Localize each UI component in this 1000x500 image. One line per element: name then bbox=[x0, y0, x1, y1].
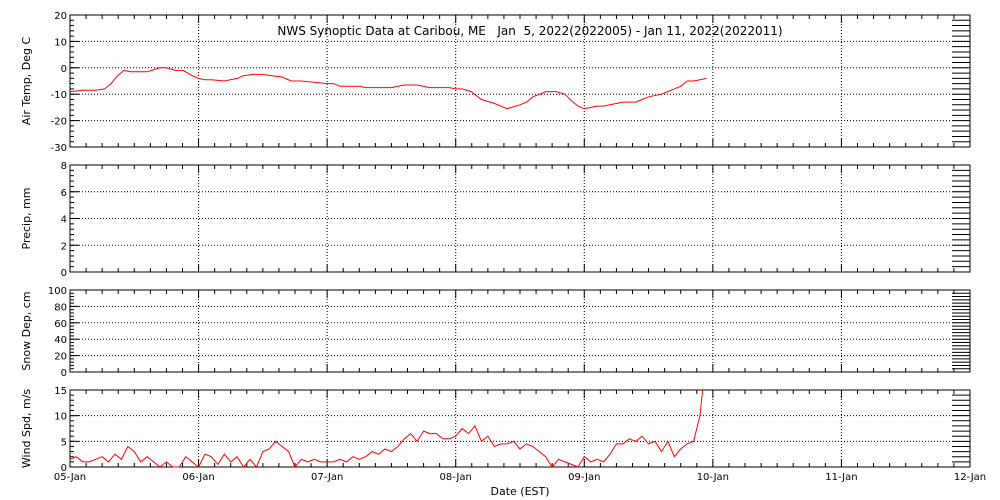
x-tick-label: 10-Jan bbox=[697, 472, 729, 483]
y-tick-label: 6 bbox=[61, 188, 67, 199]
y-axis-label: Precip, mm bbox=[20, 188, 33, 250]
y-tick-label: 15 bbox=[54, 386, 67, 397]
y-tick-label: -30 bbox=[51, 143, 67, 154]
x-tick-label: 11-Jan bbox=[825, 472, 857, 483]
panel-frame bbox=[69, 289, 971, 373]
y-tick-label: 0 bbox=[61, 463, 67, 474]
x-tick-label: 06-Jan bbox=[182, 472, 214, 483]
y-tick-label: 10 bbox=[54, 37, 67, 48]
y-tick-label: -10 bbox=[51, 90, 67, 101]
panel-3: 100 80 60 40 20 0 Snow Dep, cm bbox=[20, 286, 971, 379]
series-line-4-1 bbox=[69, 389, 704, 468]
y-tick-label: 2 bbox=[61, 241, 67, 252]
x-axis-label: Date (EST) bbox=[490, 485, 549, 498]
panel-2: 8 6 4 2 0 Precip, mm bbox=[20, 161, 971, 279]
y-tick-label: 0 bbox=[61, 368, 67, 379]
y-tick-label: 20 bbox=[54, 352, 67, 363]
y-tick-label: 100 bbox=[48, 286, 67, 297]
panel-4: 15 10 5 0 Wind Spd, m/s bbox=[20, 386, 971, 474]
y-tick-label: 10 bbox=[54, 412, 67, 423]
y-tick-label: 40 bbox=[54, 335, 67, 346]
y-axis-label: Snow Dep, cm bbox=[20, 291, 33, 370]
y-tick-label: 0 bbox=[61, 64, 67, 75]
x-tick-label: 12-Jan bbox=[954, 472, 986, 483]
y-tick-label: 80 bbox=[54, 302, 67, 313]
series-line-1-1 bbox=[69, 67, 707, 110]
y-axis-label: Air Temp, Deg C bbox=[20, 37, 33, 126]
y-axis-label: Wind Spd, m/s bbox=[20, 389, 33, 469]
chart-title: NWS Synoptic Data at Caribou, ME Jan 5, … bbox=[277, 24, 782, 38]
y-tick-label: 0 bbox=[61, 268, 67, 279]
y-tick-label: 4 bbox=[61, 215, 67, 226]
y-tick-label: 5 bbox=[61, 437, 67, 448]
y-tick-label: -20 bbox=[51, 117, 67, 128]
panel-1: 20 10 0 -10 -20 -30 Air Temp, Deg C bbox=[20, 11, 971, 154]
y-tick-label: 60 bbox=[54, 319, 67, 330]
y-tick-label: 8 bbox=[61, 161, 67, 172]
x-tick-label: 09-Jan bbox=[568, 472, 600, 483]
x-tick-label: 08-Jan bbox=[440, 472, 472, 483]
x-tick-label: 05-Jan bbox=[54, 472, 86, 483]
y-tick-label: 20 bbox=[54, 11, 67, 22]
x-tick-label: 07-Jan bbox=[311, 472, 343, 483]
panel-frame bbox=[69, 389, 971, 468]
